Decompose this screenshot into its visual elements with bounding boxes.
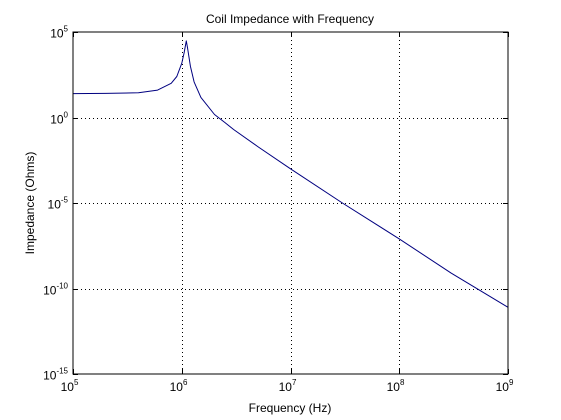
y-tick-exponent: 0 (64, 111, 69, 120)
y-tick-label: 100 (50, 111, 68, 127)
x-tick-base: 10 (61, 380, 75, 394)
plot-frame (72, 31, 509, 375)
x-tick-exponent: 9 (509, 378, 514, 387)
series-layer (72, 40, 509, 308)
x-tick-base: 10 (279, 380, 293, 394)
x-tick-exponent: 5 (74, 378, 79, 387)
x-tick-label: 109 (496, 378, 514, 394)
y-tick-exponent: 5 (64, 25, 69, 34)
y-axis-label: Impedance (Ohms) (23, 152, 37, 255)
y-tick-exponent: -15 (56, 367, 68, 376)
x-tick-label: 106 (170, 378, 188, 394)
x-tick-base: 10 (496, 380, 510, 394)
y-tick-base: 10 (50, 113, 64, 127)
y-tick-exponent: -5 (61, 196, 69, 205)
x-tick-label: 105 (61, 378, 79, 394)
chart-title: Coil Impedance with Frequency (206, 12, 374, 26)
y-tick-label: 10-10 (43, 282, 68, 298)
y-tick-base: 10 (43, 369, 57, 383)
tick-marks (73, 32, 509, 375)
series-line-impedance (72, 40, 509, 308)
x-axis-label: Frequency (Hz) (249, 401, 332, 415)
x-tick-exponent: 7 (292, 378, 297, 387)
x-tick-label: 108 (387, 378, 405, 394)
y-tick-label: 10-5 (48, 196, 69, 212)
grid-lines (73, 32, 508, 374)
y-tick-label: 10-15 (43, 367, 68, 383)
x-tick-base: 10 (170, 380, 184, 394)
y-tick-base: 10 (50, 27, 64, 41)
x-tick-exponent: 8 (400, 378, 405, 387)
y-tick-base: 10 (43, 284, 57, 298)
x-tick-label: 107 (279, 378, 297, 394)
y-tick-exponent: -10 (56, 282, 68, 291)
x-tick-base: 10 (387, 380, 401, 394)
y-tick-base: 10 (48, 198, 62, 212)
x-tick-labels: 105 106 107 108 109 (61, 378, 514, 394)
y-tick-label: 105 (50, 25, 68, 41)
x-tick-exponent: 6 (183, 378, 188, 387)
